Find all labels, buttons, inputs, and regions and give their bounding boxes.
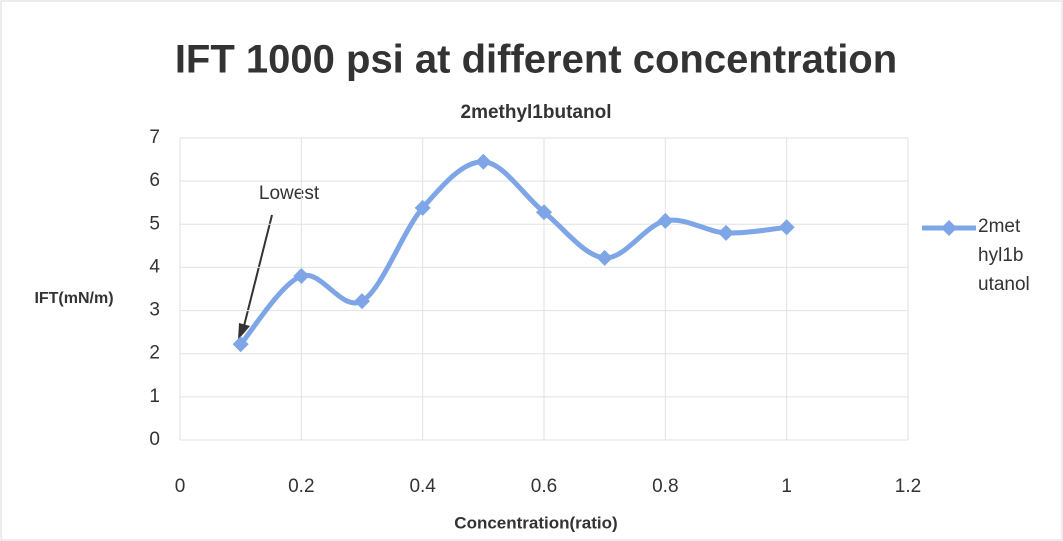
y-tick-label: 5 — [149, 213, 160, 234]
series-line — [238, 159, 787, 346]
x-tick-label: 0.6 — [531, 476, 557, 497]
chart-subtitle: 2methyl1butanol — [461, 102, 612, 123]
arrow-head — [238, 323, 250, 340]
x-tick-label: 1 — [781, 476, 792, 497]
marker — [475, 153, 492, 170]
x-tick-label: 0.4 — [409, 476, 436, 497]
y-tick-label: 2 — [149, 343, 160, 364]
x-axis-label: Concentration(ratio) — [454, 513, 617, 532]
y-tick-label: 3 — [149, 300, 160, 321]
x-tick-label: 1.2 — [895, 476, 921, 497]
x-tick-label: 0.2 — [288, 476, 314, 497]
marker — [232, 336, 249, 353]
annotation-arrow — [243, 214, 273, 327]
marker — [536, 204, 552, 221]
marker — [657, 212, 674, 229]
y-tick-label: 7 — [149, 127, 160, 148]
legend-label: 2methyl1butanol — [978, 216, 1030, 295]
marker — [718, 224, 734, 241]
marker — [293, 268, 310, 285]
marker — [596, 249, 613, 266]
marker — [414, 199, 431, 216]
y-tick-label: 1 — [149, 386, 160, 407]
annotation: Lowest — [259, 183, 320, 204]
marker — [778, 219, 795, 236]
x-tick-label: 0 — [175, 476, 186, 497]
y-tick-label: 6 — [149, 170, 160, 191]
chart-title: IFT 1000 psi at different concentration — [175, 38, 897, 82]
y-axis-label: IFT(mN/m) — [34, 290, 113, 307]
x-tick-label: 0.8 — [652, 476, 678, 497]
y-tick-label: 0 — [149, 429, 160, 450]
legend-marker — [941, 220, 957, 236]
y-tick-label: 4 — [149, 256, 160, 277]
marker — [354, 293, 370, 310]
